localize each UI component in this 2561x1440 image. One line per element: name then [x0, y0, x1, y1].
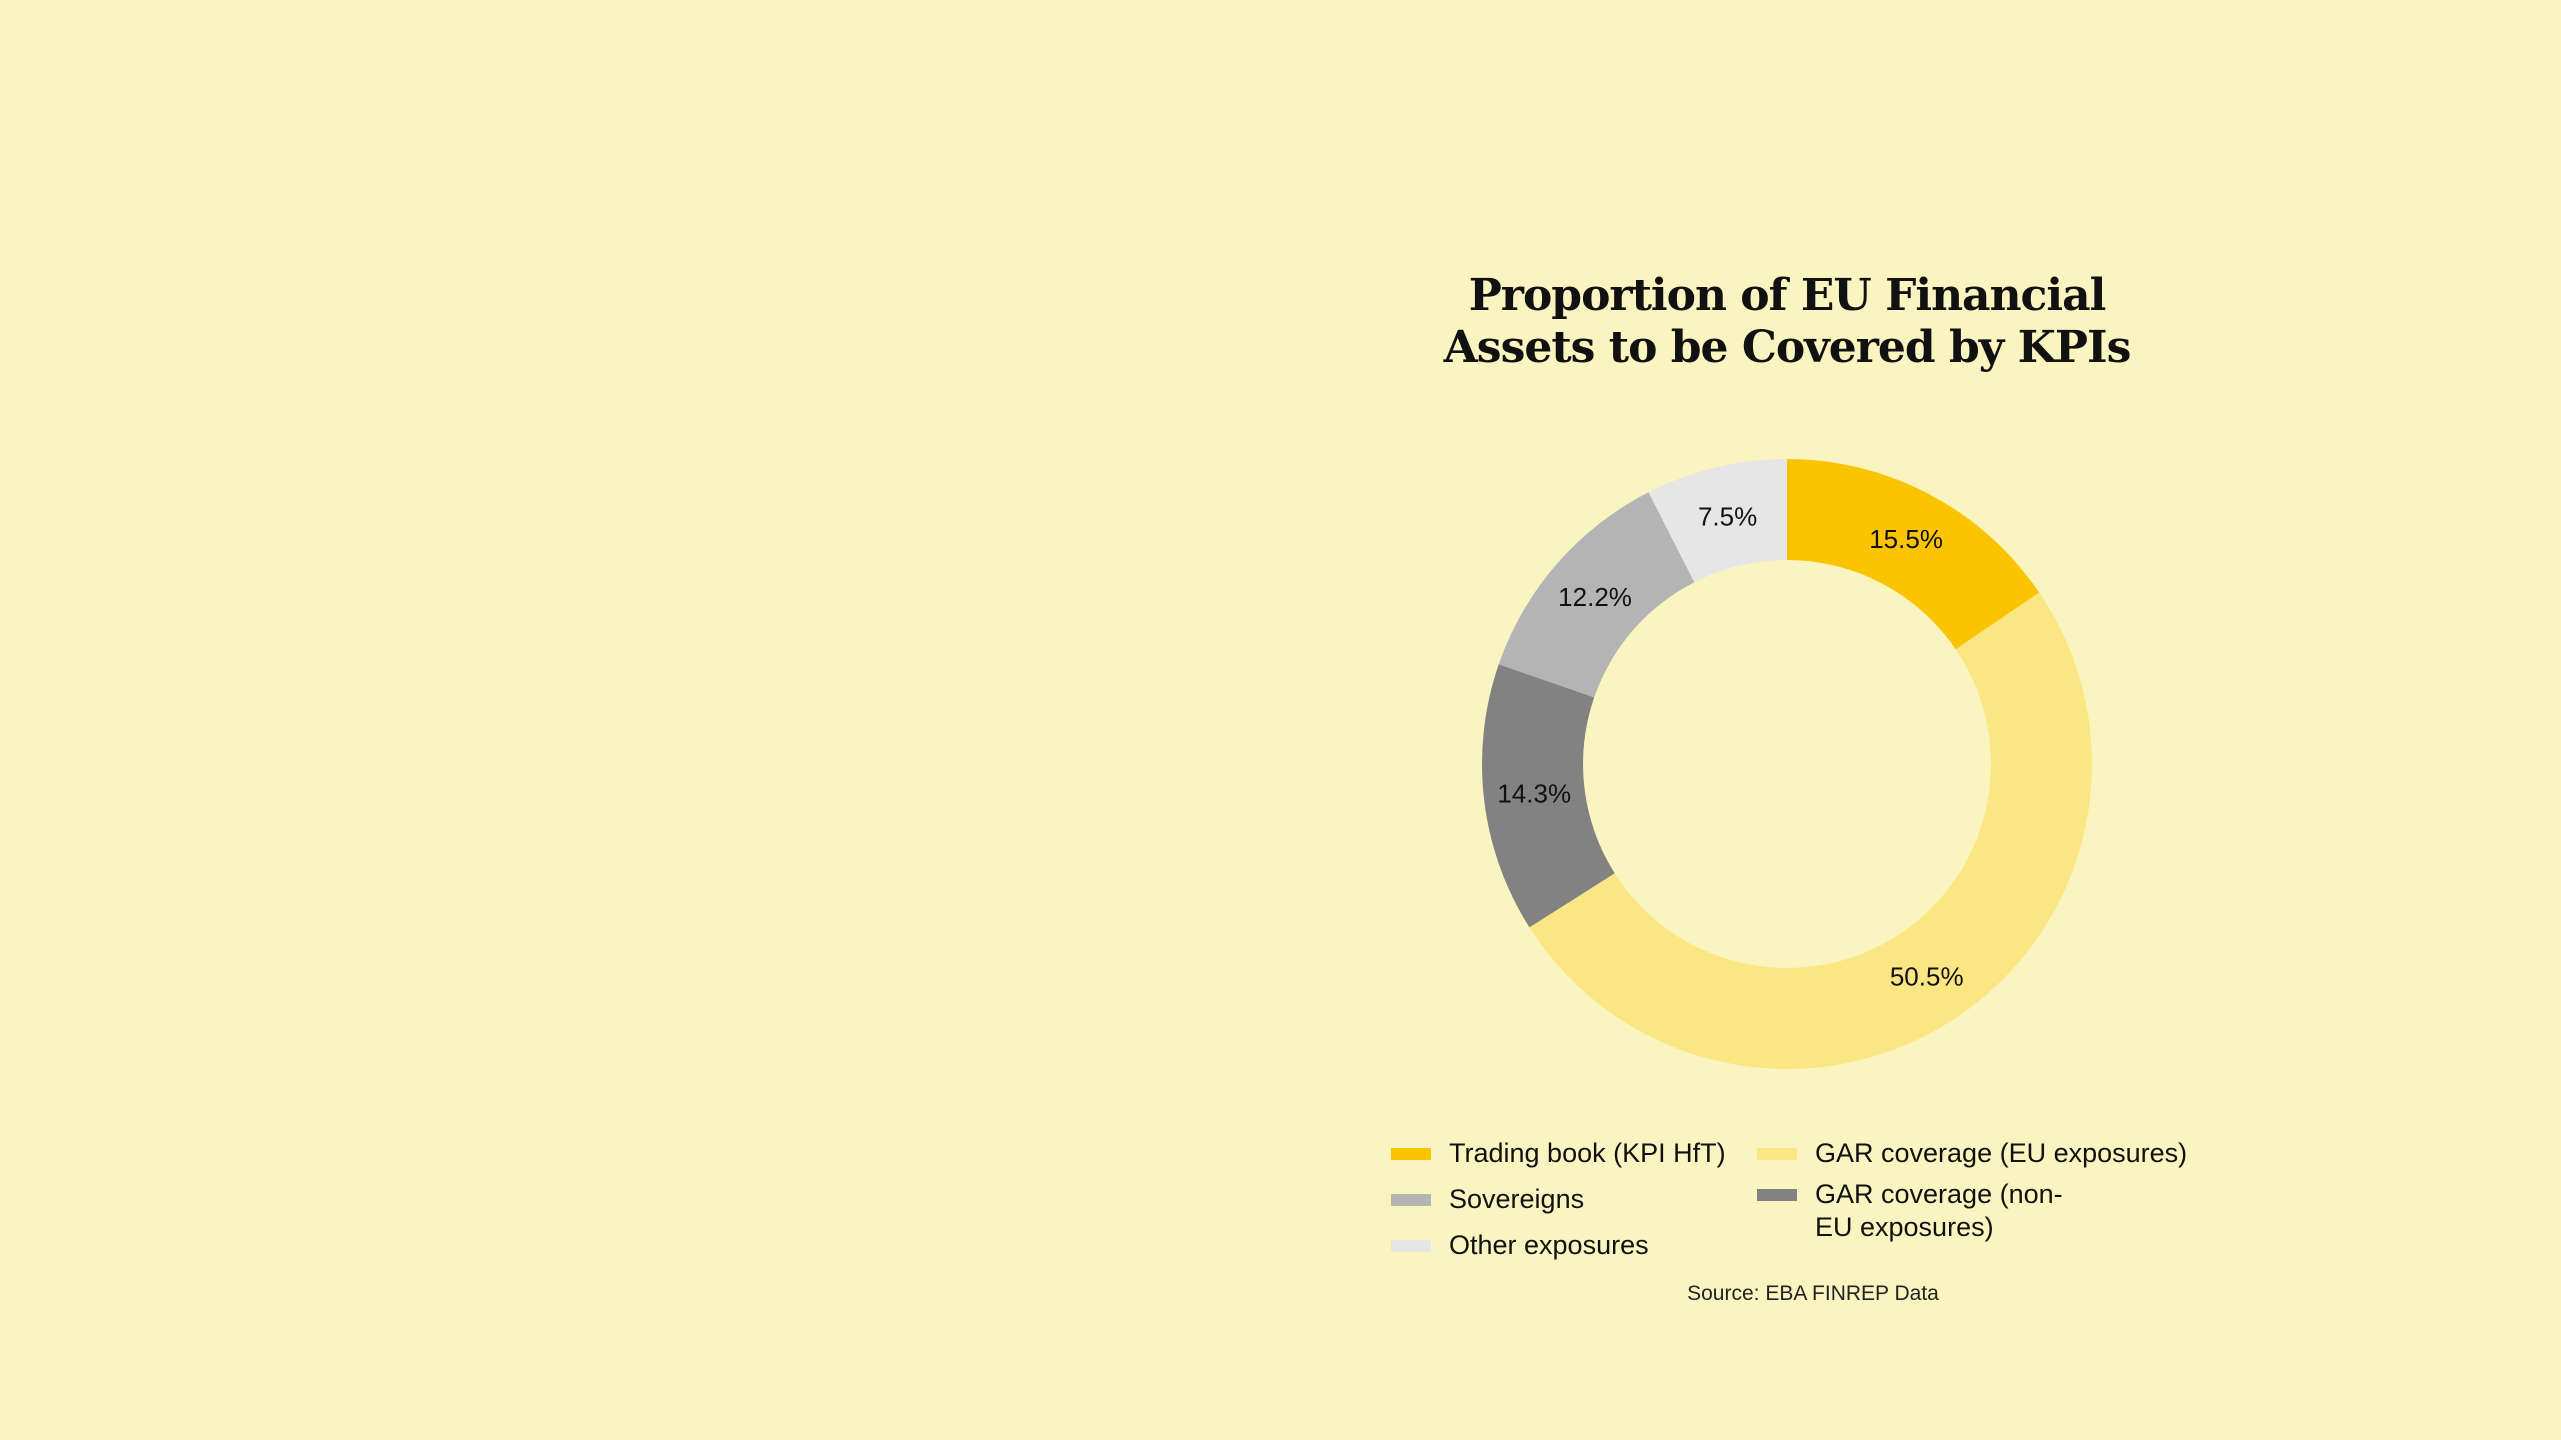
donut-slice-2 — [1482, 664, 1615, 928]
donut-slice-1 — [1529, 592, 2093, 1070]
legend-item-sovereigns: Sovereigns — [1391, 1183, 1584, 1216]
legend-swatch — [1391, 1194, 1431, 1206]
data-label-1: 50.5% — [1890, 962, 1964, 992]
legend-swatch — [1757, 1189, 1797, 1201]
legend-item-gar-eu: GAR coverage (EU exposures) — [1757, 1137, 2187, 1170]
legend-item-trading-book: Trading book (KPI HfT) — [1391, 1137, 1726, 1170]
legend-label: Other exposures — [1449, 1230, 1649, 1260]
data-label-3: 12.2% — [1558, 582, 1632, 612]
chart-title: Proportion of EU Financial Assets to be … — [1387, 270, 2187, 374]
legend-swatch — [1391, 1240, 1431, 1252]
source-note: Source: EBA FINREP Data — [1687, 1282, 1939, 1305]
legend-item-other-exposures: Other exposures — [1391, 1229, 1649, 1262]
chart-title-line-2: Assets to be Covered by KPIs — [1443, 322, 2132, 373]
legend-label: GAR coverage (EU exposures) — [1815, 1138, 2188, 1168]
data-label-2: 14.3% — [1497, 779, 1571, 809]
data-label-0: 15.5% — [1869, 524, 1943, 554]
data-label-4: 7.5% — [1698, 502, 1757, 532]
legend-swatch — [1391, 1148, 1431, 1160]
legend-item-gar-non-eu: GAR coverage (non-EU exposures) — [1757, 1178, 2077, 1244]
donut-slice-3 — [1498, 492, 1695, 698]
legend-swatch — [1757, 1148, 1797, 1160]
chart-title-line-1: Proportion of EU Financial — [1468, 270, 2107, 321]
donut-slice-0 — [1787, 459, 2040, 650]
legend-label: Sovereigns — [1449, 1184, 1585, 1214]
legend-label: GAR coverage (non-EU exposures) — [1815, 1179, 2063, 1242]
legend-label: Trading book (KPI HfT) — [1449, 1138, 1726, 1168]
donut-slice-4 — [1648, 459, 1787, 583]
